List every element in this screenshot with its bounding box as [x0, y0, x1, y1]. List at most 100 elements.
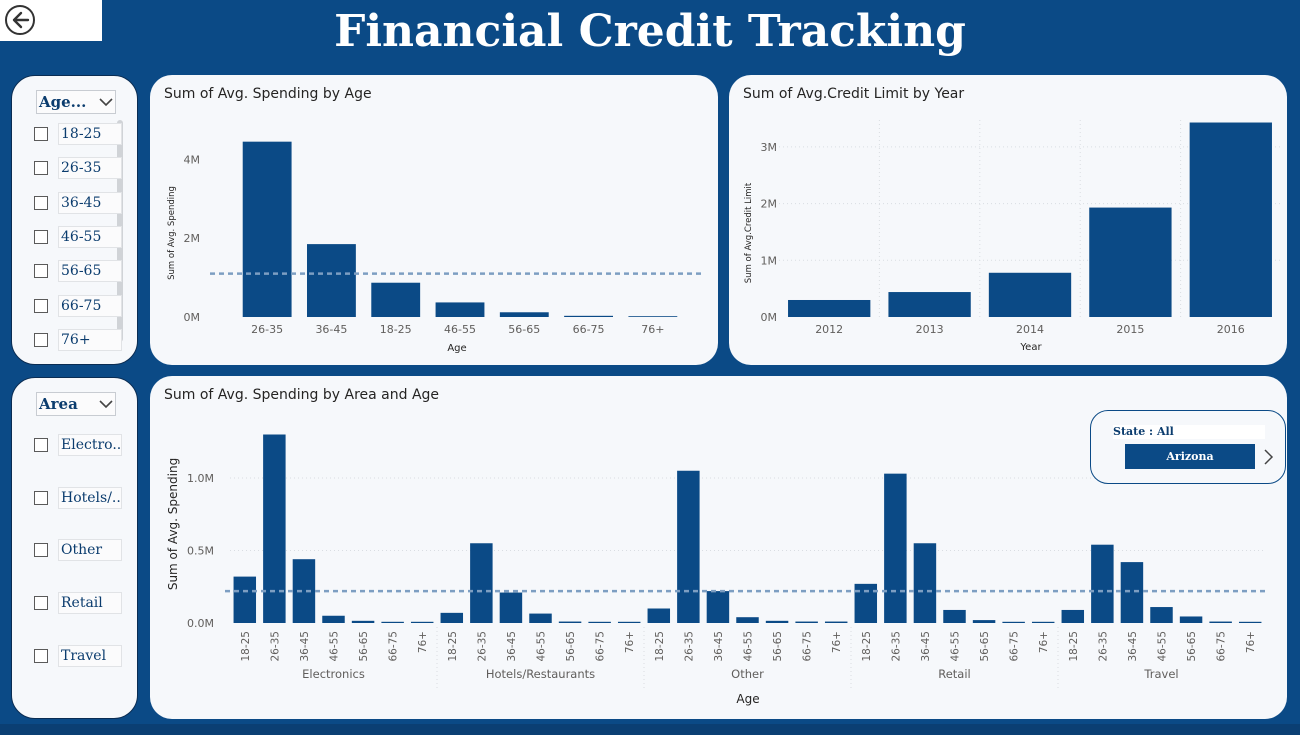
bar [499, 592, 523, 623]
bar [972, 620, 996, 623]
x-tick-label: 46-55 [743, 631, 755, 662]
back-arrow-icon[interactable] [4, 4, 36, 36]
checkbox[interactable] [34, 596, 48, 611]
age-slicer-item[interactable]: 66-75 [34, 294, 122, 318]
x-tick-label: 26-35 [1097, 631, 1109, 662]
bar [1031, 621, 1055, 623]
checkbox[interactable] [34, 229, 48, 244]
age-slicer-header: Age... [39, 93, 87, 111]
x-tick-label: 76+ [1245, 631, 1257, 653]
checkbox[interactable] [34, 438, 48, 452]
bar [499, 312, 549, 317]
x-tick-label: 56-65 [358, 631, 370, 662]
group-label: Travel [1143, 667, 1178, 681]
bar [1002, 621, 1025, 623]
x-tick-label: 2014 [1016, 323, 1044, 336]
bar [943, 609, 966, 623]
bar [435, 302, 485, 317]
x-tick-label: 46-55 [1157, 631, 1169, 662]
checkbox[interactable] [34, 648, 48, 663]
x-tick-label: 18-25 [240, 631, 252, 662]
group-label: Retail [938, 667, 971, 681]
area-slicer-header: Area [39, 395, 78, 413]
y-tick-label: 1M [761, 254, 778, 267]
area-slicer-item[interactable]: Hotels/... [34, 486, 122, 510]
age-slicer-item-label: 26-35 [58, 157, 122, 180]
checkbox[interactable] [34, 127, 48, 141]
back-button-area [0, 0, 102, 41]
x-tick-label: 36-45 [506, 631, 518, 662]
x-tick-label: 26-35 [251, 323, 283, 336]
age-slicer-item[interactable]: 56-65 [34, 259, 122, 283]
area-slicer: Area Electro... Hotels/... Other Retail Trav… [11, 377, 138, 719]
x-tick-label: 76+ [624, 631, 636, 653]
checkbox[interactable] [34, 543, 48, 558]
x-tick-label: 76+ [831, 631, 843, 653]
bar [1150, 607, 1173, 623]
area-slicer-item-label: Hotels/... [58, 486, 122, 509]
x-tick-label: 76+ [417, 631, 429, 653]
x-tick-label: 36-45 [920, 631, 932, 662]
area-slicer-item-label: Electro... [58, 434, 122, 456]
x-axis-label: Age [736, 692, 759, 706]
age-slicer-item[interactable]: 18-25 [34, 122, 122, 146]
y-tick-label: 3M [761, 141, 778, 154]
checkbox[interactable] [34, 195, 48, 210]
chart-spending-by-age: Sum of Avg. Spending by Age 0M 2M 4M 26-35 3… [150, 75, 718, 365]
x-axis-label: Year [1019, 342, 1042, 353]
area-slicer-dropdown[interactable]: Area [36, 392, 116, 416]
checkbox[interactable] [34, 490, 48, 505]
age-slicer-item[interactable]: 36-45 [34, 191, 122, 215]
bar [854, 583, 878, 623]
x-tick-label: 66-75 [802, 631, 814, 662]
x-tick-label: 66-75 [1009, 631, 1021, 662]
chart-credit-limit-by-year: Sum of Avg.Credit Limit by Year 0M 1M 2M 3M… [729, 75, 1287, 365]
age-slicer-item-label: 18-25 [58, 123, 122, 145]
x-tick-label: 66-75 [573, 323, 605, 336]
x-tick-label: 26-35 [476, 631, 488, 662]
checkbox[interactable] [34, 298, 48, 313]
group-label: Other [731, 667, 764, 681]
age-slicer-item[interactable]: 76+ [34, 328, 122, 352]
y-tick-label: 2M [184, 232, 201, 245]
bar [706, 591, 730, 623]
checkbox[interactable] [34, 161, 48, 176]
chevron-down-icon [99, 98, 113, 107]
bar [440, 612, 464, 623]
y-tick-label: 4M [184, 153, 201, 166]
bar [1179, 616, 1203, 623]
age-slicer-item-label: 56-65 [58, 260, 122, 283]
age-slicer-item[interactable]: 26-35 [34, 156, 122, 180]
bar [410, 621, 434, 623]
x-tick-label: 2012 [815, 323, 843, 336]
bar [888, 292, 971, 317]
bar [529, 613, 552, 623]
area-slicer-item-label: Retail [58, 592, 122, 615]
chevron-right-icon[interactable] [1261, 447, 1275, 467]
age-slicer-item[interactable]: 46-55 [34, 225, 122, 249]
age-slicer-dropdown[interactable]: Age... [36, 90, 116, 114]
area-slicer-item[interactable]: Retail [34, 591, 122, 615]
checkbox[interactable] [34, 332, 48, 347]
area-slicer-item[interactable]: Other [34, 538, 122, 562]
chart-svg: 0.0M 0.5M 1.0M 18-25 26-35 36-45 46-55 56-65 66-… [166, 434, 1265, 706]
bar [263, 434, 286, 623]
x-tick-label: 18-25 [654, 631, 666, 662]
x-tick-label: 56-65 [1186, 631, 1198, 662]
x-tick-label: 56-65 [979, 631, 991, 662]
x-tick-label: 66-75 [1216, 631, 1228, 662]
x-tick-label: 36-45 [299, 631, 311, 662]
checkbox[interactable] [34, 264, 48, 279]
x-tick-label: 2013 [916, 323, 944, 336]
bar [1238, 621, 1262, 623]
y-tick-label: 0.0M [187, 617, 214, 630]
bar [628, 316, 678, 317]
state-selected-button[interactable]: Arizona [1125, 444, 1255, 469]
area-slicer-item[interactable]: Electro... [34, 433, 122, 457]
bar [913, 543, 937, 623]
x-tick-label: 46-55 [950, 631, 962, 662]
x-tick-label: 36-45 [315, 323, 347, 336]
bar [765, 620, 789, 623]
bar [1189, 122, 1272, 317]
area-slicer-item[interactable]: Travel [34, 644, 122, 668]
